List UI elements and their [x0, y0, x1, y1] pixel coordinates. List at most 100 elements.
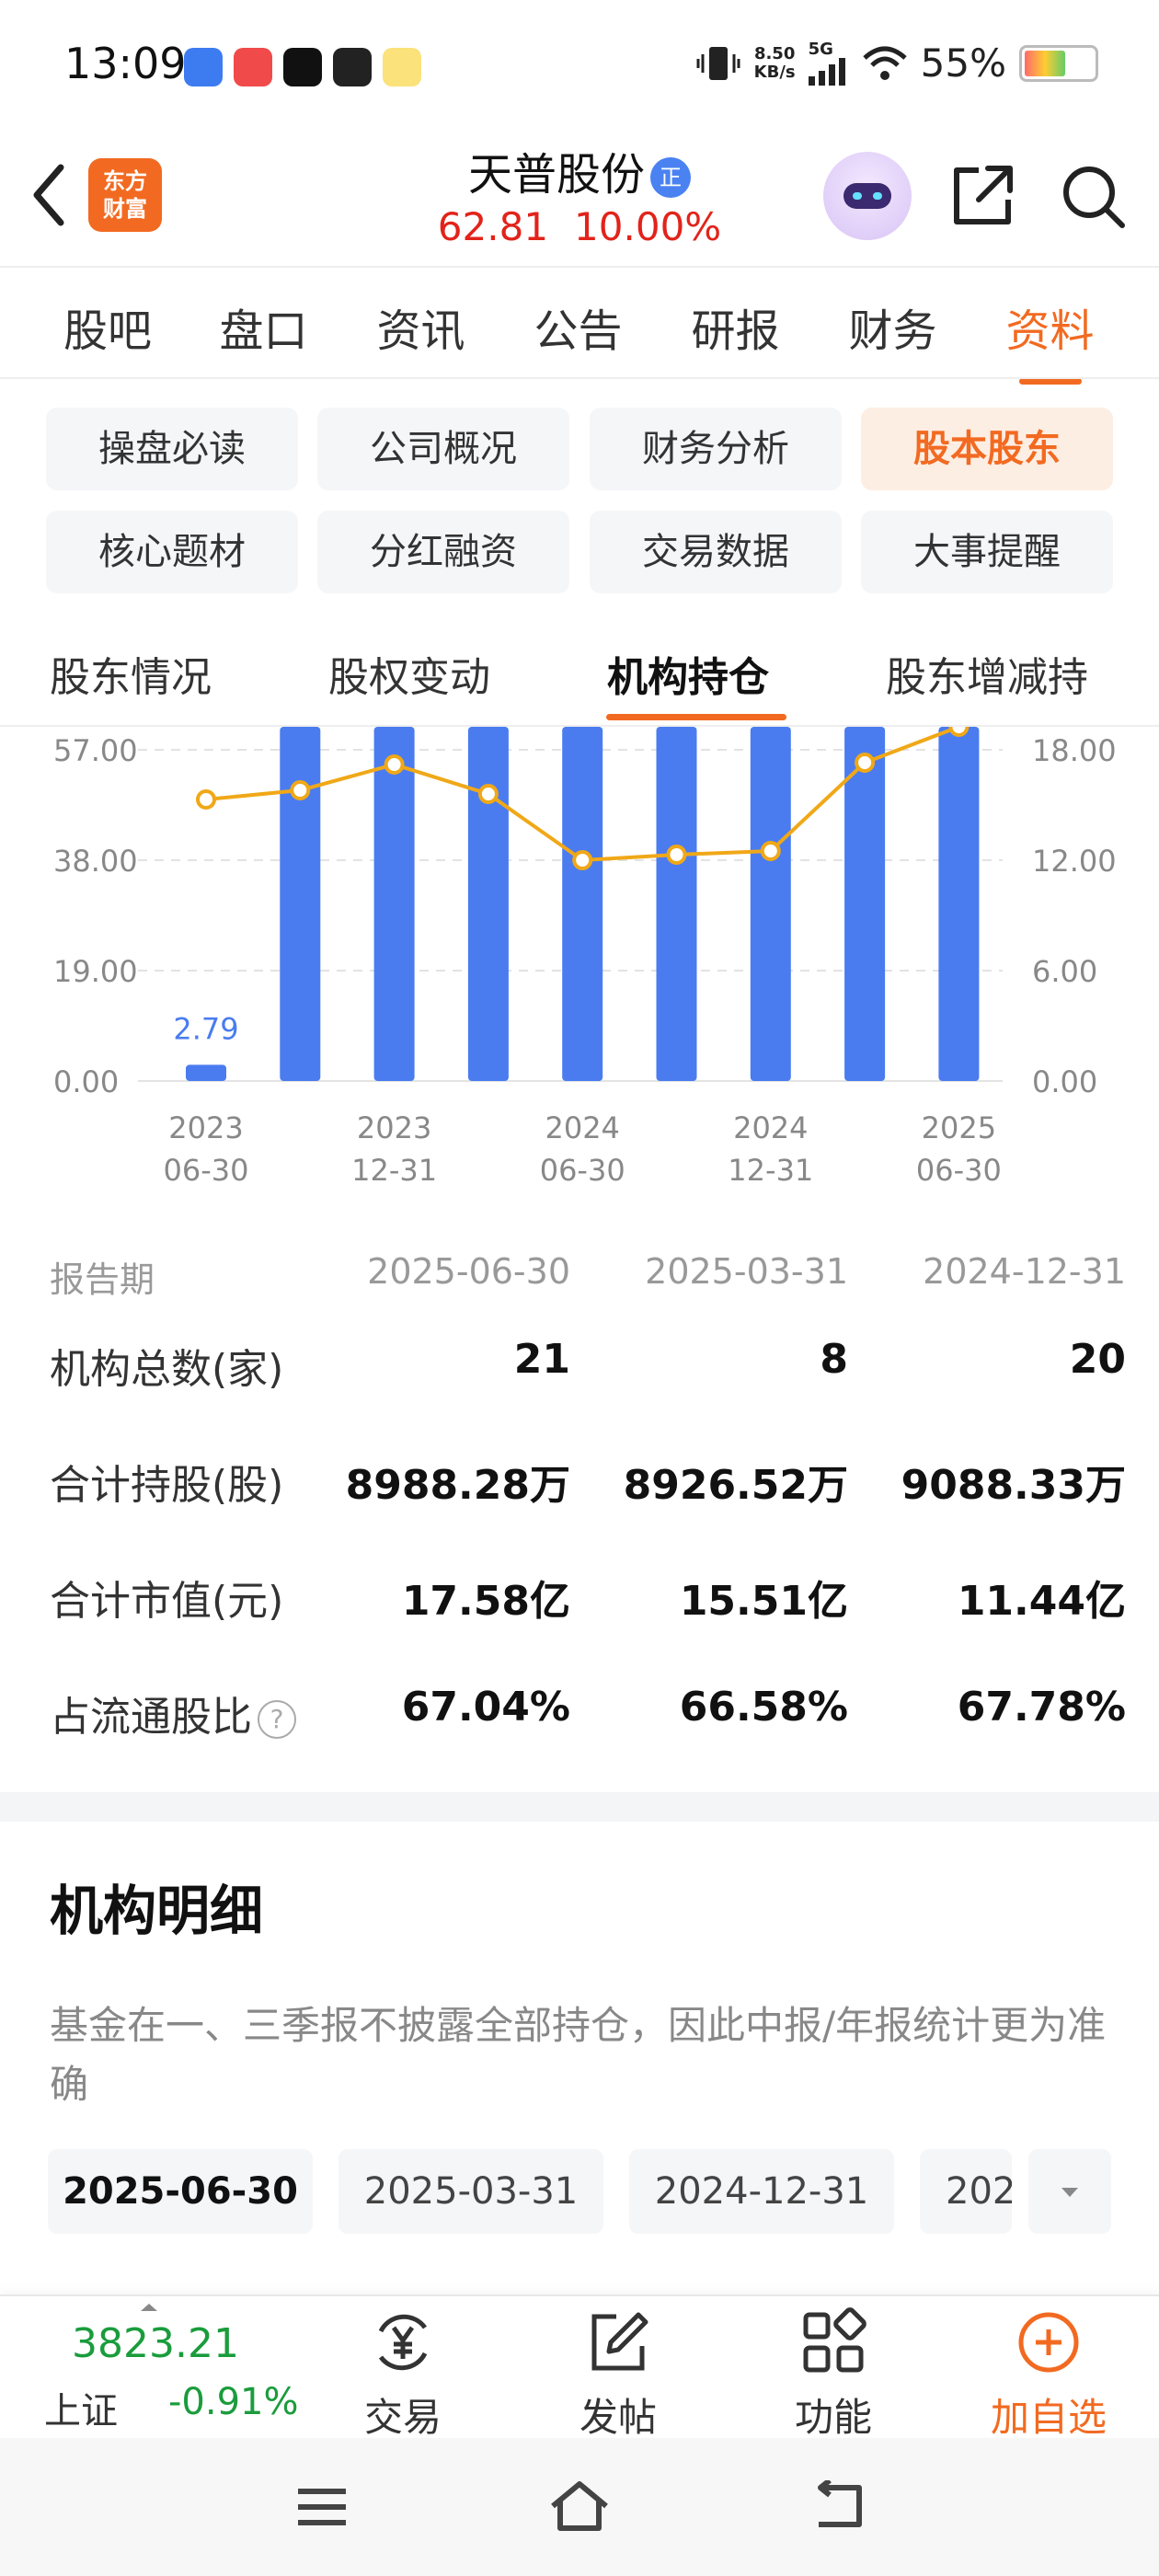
tab-guba[interactable]: 股吧 — [63, 305, 152, 357]
registration-badge: 正 — [650, 157, 691, 198]
help-icon[interactable]: ? — [258, 1700, 296, 1739]
y-left-tick-label: 0.00 — [53, 1064, 119, 1099]
table-period: 2025-03-31 — [645, 1251, 848, 1292]
index-name: 上证 — [44, 2390, 118, 2432]
stock-quote: 62.81 10.00% — [0, 204, 1159, 249]
x-tick-label: 2024 — [545, 1110, 619, 1145]
date-chip[interactable]: 2025-06-30 — [48, 2149, 313, 2234]
divider — [0, 266, 1159, 268]
table-cell: 67.78% — [957, 1684, 1126, 1731]
assistant-robot-icon[interactable] — [823, 152, 912, 240]
tab-finance[interactable]: 财务 — [848, 305, 937, 357]
nav-trade[interactable]: 交易 — [339, 2307, 467, 2443]
index-change: -0.91% — [168, 2381, 299, 2423]
eastmoney-logo[interactable]: 东方 财富 — [88, 158, 162, 232]
plus-circle-icon — [1018, 2312, 1079, 2373]
nav-label: 交易 — [363, 2395, 442, 2440]
stock-price: 62.81 — [437, 204, 549, 249]
table-cell: 8 — [820, 1336, 848, 1383]
video-app-icon — [234, 48, 272, 86]
tiktok-lite-icon — [333, 48, 372, 86]
line-point — [384, 754, 405, 775]
bar-value-label: 2.79 — [173, 1011, 238, 1046]
bar — [186, 1064, 226, 1081]
chip-trading-data[interactable]: 交易数据 — [590, 511, 842, 593]
chip-financial-analysis[interactable]: 财务分析 — [590, 408, 842, 490]
date-dropdown-button[interactable] — [1028, 2149, 1111, 2234]
tab-pankou[interactable]: 盘口 — [219, 305, 308, 357]
table-period: 2025-06-30 — [367, 1251, 570, 1292]
status-right: 8.50 KB/s 5G 55% — [695, 40, 1098, 86]
row-label-market-value: 合计市值(元) — [50, 1578, 284, 1625]
stock-name: 天普股份 — [467, 149, 645, 201]
x-tick-label: 2024 — [733, 1110, 808, 1145]
y-right-tick-label: 6.00 — [1032, 954, 1097, 989]
system-nav-bar — [0, 2438, 1159, 2576]
tab-profile[interactable]: 资料 — [971, 294, 1129, 385]
tab-announcements[interactable]: 公告 — [534, 305, 623, 357]
table-cell: 67.04% — [401, 1684, 570, 1731]
stock-change: 10.00% — [574, 204, 722, 249]
tab-research[interactable]: 研报 — [691, 305, 780, 357]
search-icon[interactable] — [1058, 161, 1128, 231]
nav-label: 发帖 — [579, 2395, 657, 2440]
back-nav-icon[interactable] — [809, 2480, 865, 2532]
bottom-nav — [0, 2294, 1159, 2440]
date-chip[interactable]: 2024-12-31 — [629, 2149, 894, 2234]
app-58-icon — [383, 48, 421, 86]
index-value[interactable]: 3823.21 — [72, 2320, 239, 2367]
nav-post[interactable]: 发帖 — [554, 2307, 683, 2443]
table-cell: 8988.28万 — [345, 1462, 570, 1509]
y-right-tick-label: 0.00 — [1032, 1064, 1097, 1099]
chip-trading-guide[interactable]: 操盘必读 — [46, 408, 298, 490]
line-point — [290, 780, 311, 800]
nav-label: 功能 — [794, 2395, 872, 2440]
subtab-institution-holdings[interactable]: 机构持仓 — [607, 654, 769, 701]
tab-news[interactable]: 资讯 — [376, 305, 465, 357]
table-header-label: 报告期 — [50, 1259, 155, 1300]
table-cell: 15.51亿 — [679, 1578, 848, 1625]
home-icon[interactable] — [547, 2478, 612, 2534]
section-separator — [0, 1792, 1159, 1822]
bar — [562, 727, 603, 1081]
chip-company-overview[interactable]: 公司概况 — [317, 408, 569, 490]
subtab-holders[interactable]: 股东情况 — [50, 654, 212, 701]
signal-icon — [808, 57, 845, 86]
x-tick-label: 12-31 — [728, 1153, 813, 1188]
back-icon[interactable] — [26, 158, 72, 232]
wifi-icon — [862, 46, 907, 80]
edit-icon — [591, 2312, 648, 2371]
disclosure-note: 基金在一、三季报不披露全部持仓，因此中报/年报统计更为准确 — [50, 2003, 1107, 2107]
tiktok-icon — [283, 48, 322, 86]
date-chip[interactable]: 2025-03-31 — [339, 2149, 603, 2234]
bar — [656, 727, 697, 1081]
y-right-tick-label: 18.00 — [1032, 733, 1117, 768]
notification-icons — [184, 48, 421, 86]
collapse-arrow-icon[interactable] — [135, 2300, 163, 2315]
section-title: 机构明细 — [50, 1880, 264, 1942]
chip-dividends[interactable]: 分红融资 — [317, 511, 569, 593]
battery-percent: 55% — [920, 40, 1006, 86]
nav-functions[interactable]: 功能 — [769, 2307, 898, 2443]
share-icon[interactable] — [947, 161, 1017, 231]
status-time: 13:09 — [64, 39, 187, 88]
table-cell: 17.58亿 — [401, 1578, 570, 1625]
menu-icon[interactable] — [294, 2484, 350, 2530]
table-cell: 8926.52万 — [623, 1462, 848, 1509]
subtab-holder-changes[interactable]: 股东增减持 — [886, 654, 1088, 701]
chip-core-themes[interactable]: 核心题材 — [46, 511, 298, 593]
net-speed: 8.50 KB/s — [753, 43, 796, 82]
chip-events[interactable]: 大事提醒 — [861, 511, 1113, 593]
line-point — [666, 845, 687, 865]
date-chip[interactable]: 2024-09-30 — [920, 2149, 1012, 2234]
chip-shares-holders[interactable]: 股本股东 — [861, 408, 1113, 490]
bar — [938, 727, 980, 1081]
x-tick-label: 06-30 — [540, 1153, 625, 1188]
bar — [280, 727, 321, 1081]
network-type: 5G — [808, 39, 833, 59]
stock-title[interactable]: 天普股份正 — [0, 138, 1159, 202]
subtab-equity-change[interactable]: 股权变动 — [328, 654, 490, 701]
nav-add-watchlist[interactable]: 加自选 — [984, 2307, 1113, 2443]
divider — [0, 377, 1159, 379]
subtab-indicator — [606, 714, 786, 720]
